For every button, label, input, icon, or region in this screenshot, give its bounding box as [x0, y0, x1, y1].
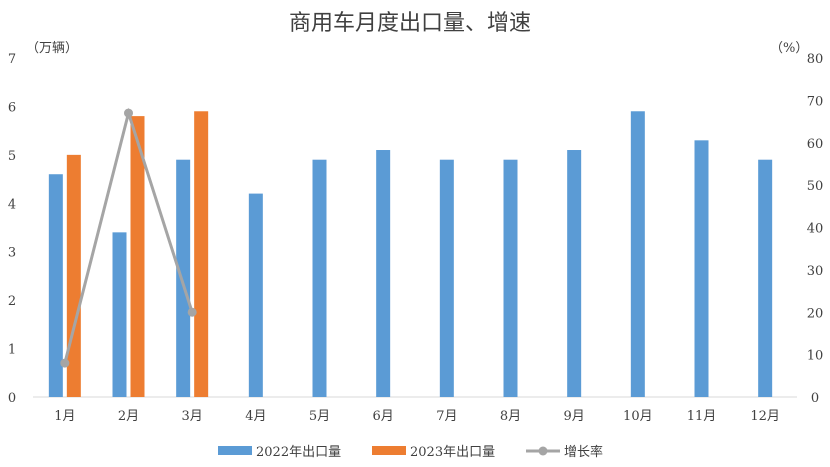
- bar-2022: [248, 193, 263, 397]
- left-tick-label: 5: [8, 149, 16, 164]
- bar-2022: [758, 159, 773, 397]
- growth-point: [124, 108, 133, 118]
- category-label: 4月: [245, 409, 266, 424]
- right-tick-label: 70: [807, 94, 824, 109]
- bar-2022: [112, 232, 127, 397]
- right-tick-label: 10: [807, 349, 824, 364]
- legend: 2022年出口量 2023年出口量 增长率: [218, 444, 603, 460]
- right-tick-label: 80: [807, 52, 824, 67]
- left-tick-label: 2: [8, 294, 16, 309]
- category-label: 2月: [118, 409, 139, 424]
- growth-point: [60, 358, 70, 368]
- legend-swatch: [372, 446, 406, 455]
- bar-2022: [48, 174, 63, 397]
- bar-2022: [567, 150, 582, 397]
- right-axis-ticks: 0 10 20 30 40 50 60 70 80: [807, 52, 824, 406]
- bar-2022: [439, 159, 454, 397]
- category-label: 3月: [182, 409, 203, 424]
- bar-2022: [312, 159, 327, 397]
- legend-marker: [538, 446, 548, 456]
- bar-2022: [694, 140, 709, 398]
- left-tick-label: 7: [8, 52, 16, 67]
- left-tick-label: 0: [8, 391, 16, 406]
- right-axis-unit: （%）: [770, 41, 808, 56]
- growth-point: [187, 307, 197, 317]
- growth-line-series: [60, 107, 197, 368]
- bars: [48, 111, 773, 398]
- bar-2023: [66, 154, 81, 397]
- bar-2023: [194, 111, 209, 398]
- category-labels: 1月 2月 3月 4月 5月 6月 7月 8月 9月 10月 11月 12月: [54, 409, 780, 424]
- right-tick-label: 20: [807, 306, 824, 321]
- legend-swatch: [218, 446, 252, 455]
- right-tick-label: 60: [807, 137, 824, 152]
- legend-label: 2023年出口量: [410, 445, 495, 460]
- category-label: 11月: [687, 409, 717, 424]
- category-label: 6月: [373, 409, 394, 424]
- bar-2023: [130, 116, 145, 397]
- left-tick-label: 1: [8, 343, 16, 358]
- growth-line: [63, 107, 194, 364]
- category-label: 12月: [750, 409, 780, 424]
- category-label: 5月: [309, 409, 330, 424]
- category-label: 10月: [623, 409, 653, 424]
- legend-label: 增长率: [564, 444, 603, 460]
- right-tick-label: 40: [807, 222, 824, 237]
- category-label: 8月: [500, 409, 521, 424]
- bar-2022: [630, 111, 645, 398]
- left-axis-ticks: 0 1 2 3 4 5 6 7: [8, 52, 16, 406]
- bar-2022: [376, 150, 391, 397]
- right-tick-label: 50: [807, 179, 824, 194]
- left-tick-label: 4: [8, 197, 16, 212]
- chart-title: 商用车月度出口量、增速: [289, 11, 531, 36]
- right-tick-label: 30: [807, 264, 824, 279]
- left-tick-label: 3: [8, 246, 16, 261]
- category-label: 1月: [54, 409, 75, 424]
- category-label: 7月: [436, 409, 457, 424]
- right-tick-label: 0: [811, 391, 819, 406]
- left-axis-unit: （万辆）: [26, 41, 78, 56]
- legend-label: 2022年出口量: [256, 445, 341, 460]
- left-tick-label: 6: [8, 100, 16, 115]
- bar-2022: [176, 159, 191, 397]
- category-label: 9月: [564, 409, 585, 424]
- bar-2022: [503, 159, 518, 397]
